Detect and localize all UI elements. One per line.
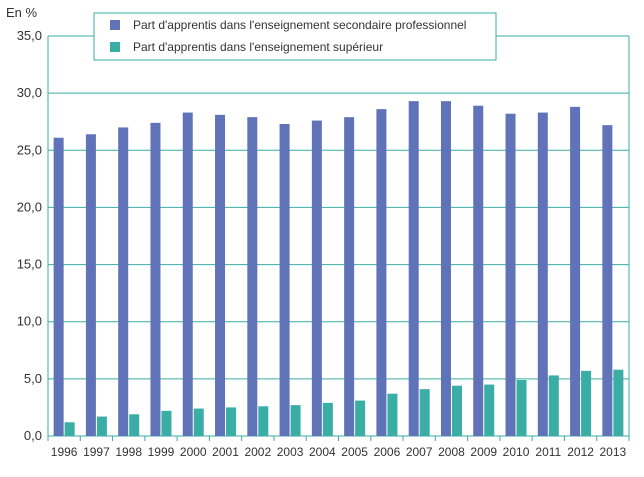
bar-secondaire-2001 xyxy=(215,114,226,436)
x-tick-label: 2007 xyxy=(406,445,433,459)
x-tick-label: 1998 xyxy=(115,445,142,459)
x-tick-labels: 1996 1997 1998 1999 2000 2001 2002 2003 2004 2005… xyxy=(47,436,630,459)
bar-secondaire-2009 xyxy=(473,105,484,436)
bar-superieur-2004 xyxy=(322,402,333,436)
y-tick-label: 20,0 xyxy=(17,199,42,214)
bar-secondaire-1999 xyxy=(150,122,161,436)
bar-secondaire-2012 xyxy=(570,106,581,436)
bar-superieur-2005 xyxy=(355,400,366,436)
x-tick-label: 2000 xyxy=(180,445,207,459)
y-tick-label: 0,0 xyxy=(24,428,42,443)
bar-secondaire-2005 xyxy=(344,117,355,437)
legend-label-secondaire: Part d'apprentis dans l'enseignement sec… xyxy=(133,18,466,32)
bar-secondaire-2002 xyxy=(247,117,258,437)
x-tick-label: 2008 xyxy=(438,445,465,459)
x-tick-label: 2003 xyxy=(277,445,304,459)
x-tick-label: 2005 xyxy=(341,445,368,459)
bar-secondaire-2010 xyxy=(505,113,516,436)
x-tick-label: 2004 xyxy=(309,445,336,459)
legend-swatch-superieur xyxy=(110,42,120,52)
bar-superieur-2012 xyxy=(581,370,592,436)
gridlines xyxy=(47,35,630,437)
bar-superieur-2008 xyxy=(451,385,462,436)
bar-secondaire-2003 xyxy=(279,124,290,436)
y-tick-label: 35,0 xyxy=(17,28,42,43)
legend: Part d'apprentis dans l'enseignement sec… xyxy=(93,12,497,61)
y-tick-label: 15,0 xyxy=(17,257,42,272)
bar-superieur-2001 xyxy=(226,407,237,436)
bar-superieur-2013 xyxy=(613,369,624,436)
x-tick-label: 1996 xyxy=(51,445,78,459)
bar-secondaire-1997 xyxy=(85,134,96,437)
legend-box xyxy=(93,12,497,61)
bar-secondaire-2011 xyxy=(537,112,548,437)
bar-superieur-2007 xyxy=(419,389,430,436)
x-tick-label: 2002 xyxy=(244,445,271,459)
x-tick-label: 2011 xyxy=(535,445,561,459)
y-tick-labels: 0,0 5,0 10,0 15,0 20,0 25,0 30,0 35,0 xyxy=(17,28,42,443)
y-axis-unit-label: En % xyxy=(6,5,38,20)
x-tick-label: 2006 xyxy=(374,445,401,459)
bar-superieur-1998 xyxy=(129,414,140,436)
y-tick-label: 5,0 xyxy=(24,371,42,386)
bar-superieur-2000 xyxy=(193,408,204,436)
x-tick-label: 2009 xyxy=(470,445,497,459)
x-tick-label: 2010 xyxy=(503,445,530,459)
bar-superieur-2011 xyxy=(548,375,559,436)
x-tick-label: 1999 xyxy=(148,445,175,459)
legend-label-superieur: Part d'apprentis dans l'enseignement sup… xyxy=(133,40,383,54)
bar-superieur-2006 xyxy=(387,393,398,436)
x-tick-label: 2001 xyxy=(212,445,239,459)
bar-secondaire-2004 xyxy=(311,120,322,437)
bar-secondaire-2006 xyxy=(376,109,387,437)
x-tick-label: 1997 xyxy=(83,445,110,459)
x-tick-label: 2013 xyxy=(600,445,627,459)
legend-swatch-secondaire xyxy=(110,20,120,30)
bar-secondaire-1996 xyxy=(53,137,64,436)
bar-secondaire-2000 xyxy=(182,112,193,437)
bar-superieur-2002 xyxy=(258,406,269,436)
bar-secondaire-1998 xyxy=(118,127,129,436)
bar-secondaire-2008 xyxy=(440,101,451,437)
bar-superieur-1996 xyxy=(64,422,75,436)
y-tick-label: 10,0 xyxy=(17,314,42,329)
bars xyxy=(53,101,624,437)
y-tick-label: 25,0 xyxy=(17,142,42,157)
bar-secondaire-2007 xyxy=(408,101,419,437)
bar-superieur-2003 xyxy=(290,405,301,436)
bar-secondaire-2013 xyxy=(602,125,613,437)
bar-superieur-2010 xyxy=(516,380,527,436)
y-tick-label: 30,0 xyxy=(17,85,42,100)
bar-superieur-2009 xyxy=(484,384,495,436)
bar-superieur-1999 xyxy=(161,410,172,436)
x-tick-label: 2012 xyxy=(567,445,594,459)
bar-superieur-1997 xyxy=(96,416,107,436)
